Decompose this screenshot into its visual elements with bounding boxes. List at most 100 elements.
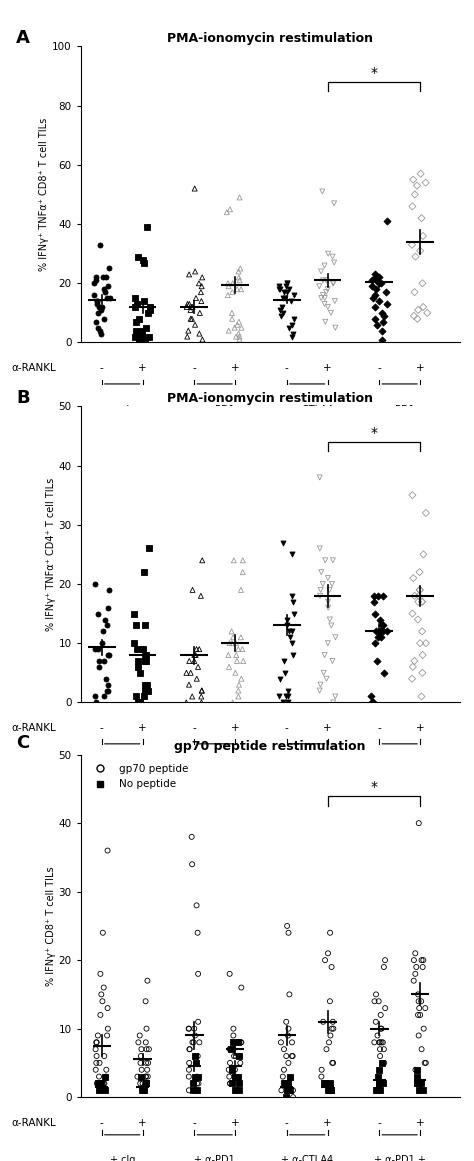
- Point: [144, 1060, 151, 1079]
- Point: [232, 1047, 239, 1066]
- Point: [285, 280, 293, 298]
- Point: [94, 604, 101, 622]
- Point: [324, 1081, 332, 1099]
- Point: [411, 1060, 419, 1079]
- Point: [229, 1026, 237, 1045]
- Point: [187, 310, 194, 329]
- Point: [235, 312, 243, 331]
- Point: [139, 1081, 147, 1099]
- Point: [95, 1067, 103, 1086]
- Point: [324, 569, 332, 587]
- Point: [137, 1040, 145, 1059]
- Point: [144, 218, 151, 237]
- Point: [280, 303, 287, 322]
- Point: [375, 268, 383, 287]
- Point: [198, 682, 205, 700]
- Point: [133, 640, 141, 658]
- Point: [100, 280, 107, 298]
- Point: [131, 297, 139, 316]
- Point: [411, 965, 419, 983]
- Point: [229, 1019, 237, 1038]
- Point: [185, 265, 193, 283]
- Point: [237, 259, 244, 277]
- Point: [95, 303, 102, 322]
- Point: [132, 312, 140, 331]
- Point: [322, 1074, 329, 1093]
- Point: [411, 586, 419, 605]
- Point: [417, 1074, 425, 1093]
- Point: [286, 628, 294, 647]
- Point: [195, 1074, 202, 1093]
- Point: [230, 1047, 238, 1066]
- Point: [134, 651, 142, 670]
- Text: + α-PD1: + α-PD1: [194, 765, 235, 774]
- Point: [97, 301, 104, 319]
- Point: [145, 1040, 153, 1059]
- Point: [141, 676, 149, 694]
- Point: [374, 1067, 381, 1086]
- Point: [371, 310, 379, 329]
- Point: [330, 274, 337, 293]
- Point: [413, 1060, 421, 1079]
- Point: [283, 616, 291, 635]
- Point: [374, 628, 382, 647]
- Point: [140, 1081, 147, 1099]
- Point: [374, 1081, 381, 1099]
- Point: [138, 1081, 146, 1099]
- Point: [235, 1033, 242, 1052]
- Point: [370, 586, 378, 605]
- Point: [316, 539, 324, 557]
- Point: [142, 318, 149, 337]
- Point: [288, 622, 296, 641]
- Point: [135, 657, 142, 676]
- Point: [283, 917, 291, 936]
- Y-axis label: % IFNγ⁺ CD8⁺ T cell TILs: % IFNγ⁺ CD8⁺ T cell TILs: [46, 866, 55, 986]
- Point: [411, 185, 419, 204]
- Point: [135, 327, 142, 346]
- Point: [409, 604, 416, 622]
- Point: [324, 592, 332, 611]
- Point: [332, 318, 339, 337]
- Point: [378, 303, 386, 322]
- Point: [285, 1019, 292, 1038]
- Point: [379, 1054, 386, 1073]
- Point: [236, 327, 243, 346]
- Point: [378, 1033, 385, 1052]
- Point: [421, 998, 429, 1017]
- Point: [324, 634, 332, 652]
- Point: [414, 1005, 422, 1024]
- Point: [326, 611, 334, 629]
- Point: [90, 286, 98, 304]
- Point: [230, 551, 237, 570]
- Point: [93, 295, 100, 313]
- Point: [228, 634, 236, 652]
- Text: -: -: [377, 1118, 381, 1127]
- Point: [284, 687, 292, 706]
- Point: [383, 283, 390, 302]
- Point: [284, 1074, 292, 1093]
- Point: [332, 628, 339, 647]
- Point: [415, 1081, 423, 1099]
- Point: [239, 551, 246, 570]
- Point: [328, 651, 336, 670]
- Point: [370, 289, 377, 308]
- Point: [131, 327, 138, 346]
- Point: [416, 580, 423, 599]
- Point: [134, 247, 141, 266]
- Point: [196, 324, 203, 342]
- Point: [92, 1040, 100, 1059]
- Point: [106, 259, 113, 277]
- Point: [316, 468, 323, 486]
- Point: [226, 1074, 234, 1093]
- Point: [146, 539, 153, 557]
- Text: A: A: [16, 29, 30, 46]
- Point: [185, 1060, 193, 1079]
- Point: [99, 297, 106, 316]
- Point: [379, 312, 387, 331]
- Point: [137, 693, 144, 712]
- Text: α-RANKL: α-RANKL: [11, 1118, 56, 1127]
- Title: PMA-ionomycin restimulation: PMA-ionomycin restimulation: [167, 392, 373, 405]
- Text: -: -: [285, 723, 289, 733]
- Point: [189, 580, 196, 599]
- Point: [100, 1074, 108, 1093]
